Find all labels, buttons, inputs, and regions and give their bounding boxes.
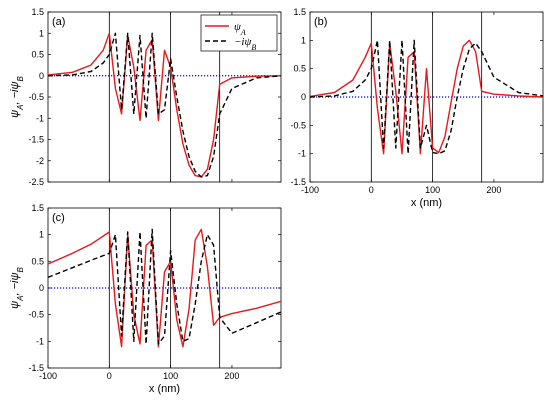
legend: ψA−iψB xyxy=(200,14,278,52)
y-tick-label: -0.5 xyxy=(28,92,44,102)
y-tick-label: 0 xyxy=(39,71,44,81)
y-tick-label: -0.5 xyxy=(28,310,44,320)
series-line-psi-b xyxy=(310,39,543,155)
legend-entry: −iψB xyxy=(234,36,256,52)
y-tick-label: 1 xyxy=(39,28,44,38)
y-tick-label: -1 xyxy=(298,149,306,159)
x-tick-label: 0 xyxy=(369,185,374,195)
y-tick-label: 0.5 xyxy=(31,256,44,266)
legend-entry: ψA xyxy=(234,21,246,37)
legend-box xyxy=(200,14,278,52)
panel-label: (a) xyxy=(52,16,65,28)
x-tick-label: -100 xyxy=(301,185,319,195)
y-tick-label: 1.5 xyxy=(293,7,306,17)
y-tick-label: 1 xyxy=(301,35,306,45)
x-tick-label: -100 xyxy=(39,371,57,381)
series-line-psi-a xyxy=(48,32,281,178)
y-tick-label: -1 xyxy=(36,336,44,346)
y-tick-label: -2.5 xyxy=(28,177,44,187)
y-tick-label: -2 xyxy=(36,156,44,166)
plot-frame xyxy=(47,207,282,369)
x-tick-label: 200 xyxy=(224,371,239,381)
panel-2: -1.5 -1 -0.5 0 0.5 1 1.5 -100 0 100 200 (c) x (nm) ψA… xyxy=(9,203,282,395)
y-tick-label: 1.5 xyxy=(31,7,44,17)
y-tick-label: 1 xyxy=(39,230,44,240)
y-tick-label: 0 xyxy=(39,283,44,293)
x-tick-label: 100 xyxy=(425,185,440,195)
series-line-psi-a xyxy=(48,228,281,348)
y-axis-label: ψA, −iψB xyxy=(9,267,25,309)
x-tick-label: 200 xyxy=(486,185,501,195)
series-line-psi-b xyxy=(48,32,281,178)
panel-label: (b) xyxy=(314,16,327,28)
y-tick-label: 1.5 xyxy=(31,203,44,213)
y-tick-label: -1.5 xyxy=(28,363,44,373)
series-line-psi-b xyxy=(48,228,281,345)
y-tick-label: -1 xyxy=(36,113,44,123)
panel-1: -1.5 -1 -0.5 0 0.5 1 1.5 -100 0 100 200 (b) x (nm) xyxy=(290,7,544,209)
x-axis-label: x (nm) xyxy=(411,197,442,209)
panel-0: -2.5 -2 -1.5 -1 -0.5 0 0.5 1 1.5 (a) ψA, −iψB ψA−iψ… xyxy=(9,7,282,187)
y-tick-label: -1.5 xyxy=(28,135,44,145)
series-line-psi-a xyxy=(310,39,543,155)
y-axis-label: ψA, −iψB xyxy=(9,76,25,118)
y-tick-label: 0.5 xyxy=(31,50,44,60)
x-axis-label: x (nm) xyxy=(149,383,180,395)
y-tick-label: -1.5 xyxy=(290,177,306,187)
panel-label: (c) xyxy=(52,212,65,224)
y-tick-label: 0 xyxy=(301,92,306,102)
x-tick-label: 0 xyxy=(107,371,112,381)
y-tick-label: -0.5 xyxy=(290,120,306,130)
y-tick-label: 0.5 xyxy=(293,64,306,74)
x-tick-label: 100 xyxy=(163,371,178,381)
plot-frame xyxy=(309,11,544,183)
